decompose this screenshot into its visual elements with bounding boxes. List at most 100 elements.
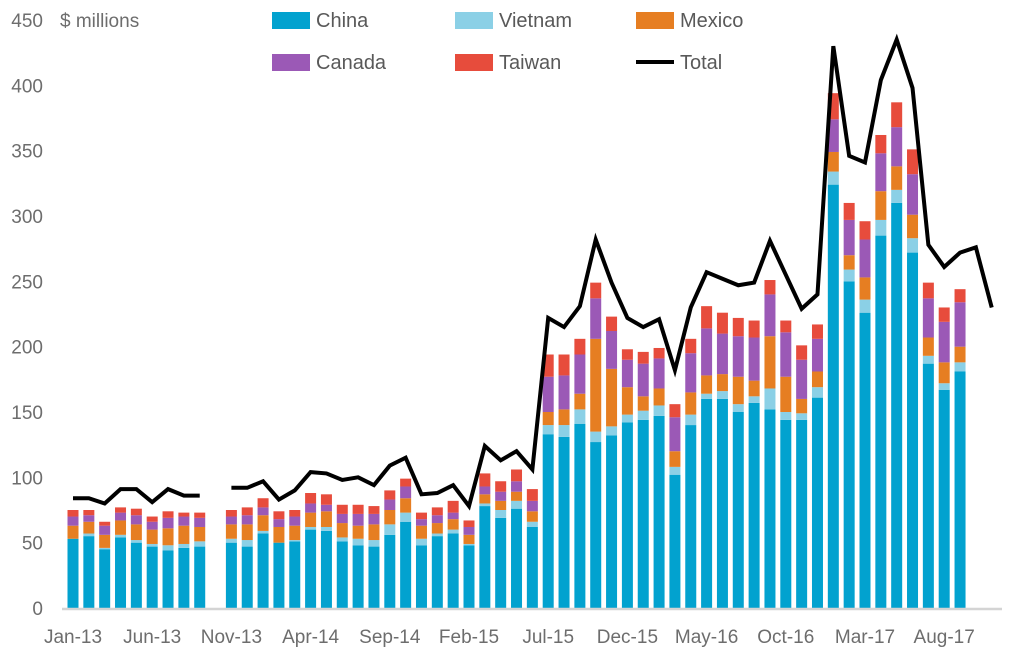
bar-mexico-nov-15: [606, 368, 618, 427]
bar-taiwan-sep-15: [574, 338, 586, 355]
bar-mexico-oct-14: [400, 498, 412, 513]
bar-taiwan-aug-14: [368, 506, 380, 514]
legend-label: Taiwan: [499, 52, 561, 74]
bar-mexico-jan-15: [447, 519, 459, 530]
bar-vietnam-may-16: [701, 393, 713, 399]
bar-canada-nov-15: [606, 330, 618, 369]
bar-canada-apr-14: [305, 503, 317, 513]
bar-mexico-jan-17: [827, 151, 839, 172]
bar-china-apr-14: [305, 529, 317, 608]
bar-canada-jan-17: [827, 119, 839, 152]
bar-taiwan-aug-17: [938, 307, 950, 322]
bar-china-apr-17: [875, 235, 887, 608]
bar-taiwan-nov-14: [415, 512, 427, 520]
bar-taiwan-feb-16: [653, 347, 665, 359]
bar-mexico-mar-13: [99, 534, 111, 548]
bar-taiwan-jan-13: [67, 510, 79, 517]
bar-canada-may-16: [701, 328, 713, 376]
bar-china-mar-13: [99, 549, 111, 608]
bar-taiwan-sep-17: [954, 289, 966, 303]
bar-china-jan-13: [67, 538, 79, 608]
bar-mexico-feb-14: [273, 526, 285, 543]
bar-mexico-feb-15: [463, 534, 475, 544]
bar-vietnam-aug-13: [178, 543, 190, 548]
bar-taiwan-may-17: [891, 102, 903, 128]
bar-taiwan-apr-17: [875, 134, 887, 154]
bar-taiwan-apr-13: [115, 507, 127, 513]
bar-taiwan-sep-13: [194, 512, 206, 518]
bar-china-sep-15: [574, 423, 586, 608]
bar-china-feb-15: [463, 545, 475, 608]
bar-china-may-16: [701, 398, 713, 608]
bar-canada-aug-14: [368, 513, 380, 525]
x-tick-label: Aug-17: [914, 627, 975, 648]
bar-china-nov-15: [606, 435, 618, 608]
legend: China Vietnam Mexico Canada Taiwan Total: [272, 10, 743, 74]
bar-mexico-mar-15: [479, 494, 491, 504]
bar-vietnam-sep-14: [384, 524, 396, 535]
bar-mexico-mar-16: [669, 451, 681, 467]
bar-china-feb-17: [843, 281, 855, 608]
bar-vietnam-jun-17: [907, 238, 919, 253]
bar-mexico-dec-13: [241, 524, 253, 541]
bar-mexico-jul-14: [352, 525, 364, 539]
bar-taiwan-jul-16: [732, 317, 744, 337]
bar-canada-sep-17: [954, 302, 966, 347]
bar-mexico-apr-14: [305, 512, 317, 527]
bar-canada-aug-17: [938, 321, 950, 363]
bar-mexico-sep-14: [384, 510, 396, 525]
bar-canada-jul-16: [732, 336, 744, 377]
bar-china-aug-16: [748, 402, 760, 608]
bar-mexico-jun-13: [146, 529, 158, 544]
bar-taiwan-feb-15: [463, 520, 475, 527]
bar-vietnam-aug-16: [748, 396, 760, 403]
x-tick-label: Apr-14: [282, 627, 339, 648]
bar-vietnam-mar-14: [289, 540, 301, 542]
bar-vietnam-feb-15: [463, 543, 475, 546]
bar-mexico-oct-16: [780, 376, 792, 412]
legend-swatch: [636, 12, 674, 29]
bar-canada-jan-13: [67, 516, 79, 526]
bar-mexico-jan-13: [67, 525, 79, 539]
bar-taiwan-oct-14: [400, 478, 412, 487]
y-tick-label: 0: [32, 599, 43, 620]
bar-canada-apr-15: [495, 491, 507, 501]
bar-vietnam-jul-17: [922, 355, 934, 364]
bar-vietnam-nov-16: [796, 413, 808, 420]
bar-mexico-sep-16: [764, 336, 776, 389]
bar-china-sep-17: [954, 371, 966, 608]
bar-taiwan-nov-16: [796, 345, 808, 360]
x-tick-label: Feb-15: [439, 627, 499, 648]
bar-vietnam-nov-13: [225, 538, 237, 543]
bar-taiwan-jan-14: [257, 498, 269, 508]
x-tick-label: Jan-13: [44, 627, 102, 648]
bar-mexico-apr-15: [495, 500, 507, 510]
bar-china-mar-17: [859, 312, 871, 608]
bar-taiwan-dec-14: [431, 507, 443, 516]
bar-vietnam-dec-13: [241, 540, 253, 547]
bar-china-mar-14: [289, 541, 301, 608]
bar-mexico-jun-16: [716, 374, 728, 392]
bar-canada-may-14: [320, 504, 332, 512]
bar-canada-may-15: [511, 481, 523, 492]
bar-vietnam-jan-14: [257, 530, 269, 534]
bar-vietnam-jan-15: [447, 529, 459, 534]
bar-mexico-aug-16: [748, 380, 760, 397]
bar-mexico-aug-13: [178, 525, 190, 544]
bar-canada-aug-16: [748, 337, 760, 381]
bar-china-sep-13: [194, 546, 206, 608]
bar-canada-aug-13: [178, 516, 190, 526]
bar-canada-jul-13: [162, 517, 174, 529]
bar-china-apr-13: [115, 537, 127, 608]
bar-vietnam-feb-17: [843, 269, 855, 282]
bar-vietnam-jun-13: [146, 543, 158, 547]
bar-china-may-14: [320, 530, 332, 608]
bar-china-may-17: [891, 202, 903, 608]
bar-mexico-aug-14: [368, 524, 380, 541]
x-axis: Jan-13 Jun-13 Nov-13 Apr-14 Sep-14 Feb-15 Jul-…: [44, 627, 975, 648]
bar-taiwan-may-16: [701, 306, 713, 329]
bar-mexico-jun-15: [526, 511, 538, 522]
bar-china-jul-17: [922, 363, 934, 608]
bar-vietnam-aug-17: [938, 383, 950, 390]
bar-vietnam-apr-14: [305, 526, 317, 530]
